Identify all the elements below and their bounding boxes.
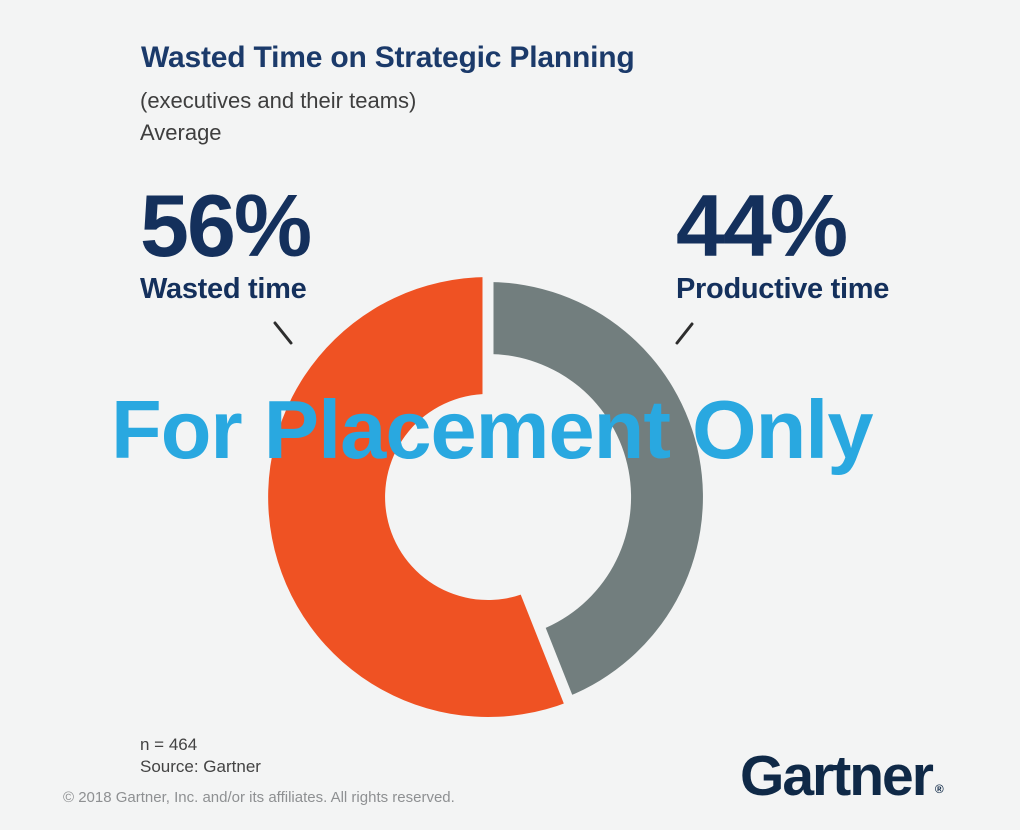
productive-callout-line bbox=[675, 322, 694, 345]
wasted-callout-line bbox=[273, 321, 293, 345]
placement-watermark: For Placement Only bbox=[111, 383, 874, 476]
wasted-time-slice bbox=[268, 277, 569, 717]
productive-time-slice bbox=[488, 282, 703, 697]
donut-slice-gaps bbox=[482, 259, 581, 721]
slice-gap bbox=[482, 494, 581, 721]
donut-slices bbox=[268, 277, 703, 717]
